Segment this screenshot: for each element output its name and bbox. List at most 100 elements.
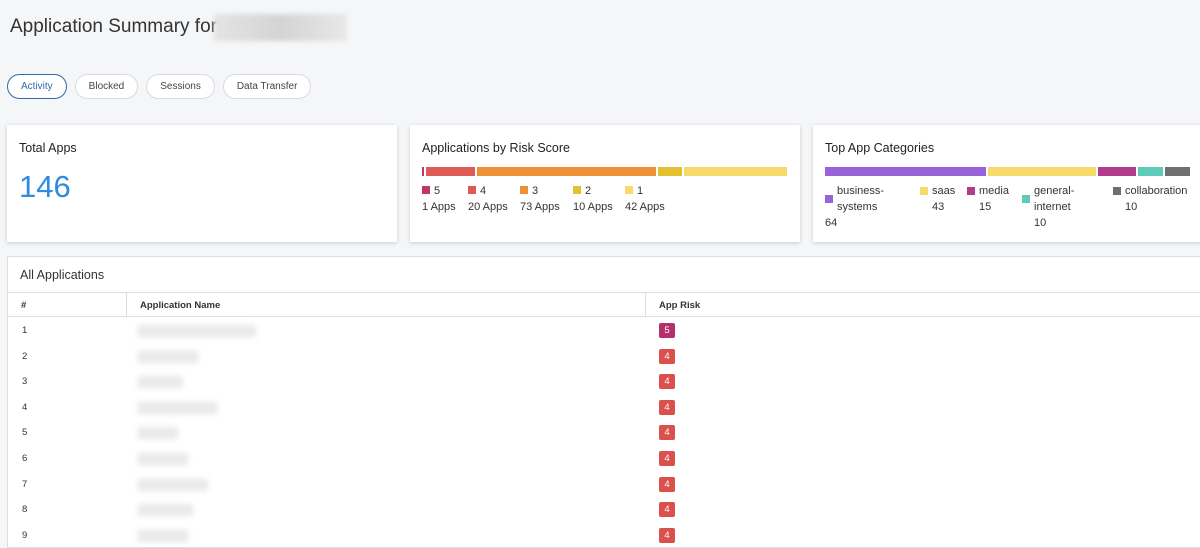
applications-table: All Applications # Application Name App Ri… [7,256,1200,548]
risk-badge: 4 [659,348,675,364]
column-header: # [8,292,126,317]
category-count: 15 [979,201,992,213]
legend-item: 5 1 Apps [422,183,456,215]
legend-swatch [468,186,476,194]
legend-text: business-systems 64 [825,183,885,231]
category-count: 10 [1034,217,1047,229]
card-title: Top App Categories [825,141,935,155]
legend-swatch [625,186,633,194]
legend-item: saas 43 [920,183,972,215]
app-count: 1 Apps [422,201,456,213]
risk-segment [477,167,656,176]
legend-key: 1 [625,183,665,199]
redacted-name [214,14,347,41]
page-title: Application Summary for [10,16,217,37]
tab[interactable]: Data Transfer [222,74,312,99]
category-card: Top App Categories business-systems 64 saa… [813,125,1200,242]
risk-badge: 4 [659,399,675,415]
risk-segment [422,167,425,176]
row-index: 9 [22,529,28,541]
risk-segment [657,167,683,176]
category-segment [987,167,1097,176]
legend-item: general-internet 10 [1022,183,1094,231]
legend-item: business-systems 64 [825,183,897,231]
card-title: Total Apps [19,141,77,155]
category-segment [1098,167,1136,176]
legend-swatch [422,186,430,194]
row-index: 8 [22,504,28,516]
legend-text: collaboration 10 [1125,183,1200,215]
legend-item: 2 10 Apps [573,183,613,215]
risk-badge: 4 [659,502,675,518]
risk-badge: 4 [659,451,675,466]
risk-score: 4 [480,185,487,197]
tab[interactable]: Blocked [74,74,139,99]
category-name: saas [932,185,956,197]
category-count: 64 [825,217,838,229]
category-segment [1164,167,1191,176]
category-name: collaboration [1125,185,1188,197]
legend-item: collaboration 10 [1113,183,1200,215]
app-name-redacted [138,504,193,517]
app-name-redacted [138,453,188,465]
app-name-redacted [138,350,198,363]
row-index: 1 [22,325,28,336]
category-segment [825,167,986,176]
tab[interactable]: Sessions [146,74,215,99]
app-count: 20 Apps [468,201,508,213]
legend-item: media 15 [967,183,1029,215]
risk-badge: 4 [659,476,675,492]
risk-badge: 5 [659,323,675,338]
app-name-redacted [138,529,188,542]
column-header: App Risk [645,292,1200,317]
legend-item: 3 73 Apps [520,183,560,215]
row-index: 6 [22,453,28,464]
table-title: All Applications [20,268,105,282]
app-name-redacted [138,427,178,440]
risk-badge: 4 [659,527,675,543]
row-index: 5 [22,427,28,439]
risk-bar [422,167,787,176]
app-name-redacted [138,325,256,337]
risk-segment [426,167,476,176]
legend-swatch [825,195,833,203]
category-name: media [979,185,1009,197]
card-title: Applications by Risk Score [422,141,570,155]
legend-key: 5 [422,183,456,199]
category-segment [1137,167,1163,176]
legend-text: general-internet 10 [1034,183,1094,231]
category-bar [825,167,1191,176]
risk-badge: 4 [659,374,675,390]
legend-swatch [573,186,581,194]
risk-badge: 4 [659,425,675,441]
legend-item: 1 42 Apps [625,183,665,215]
legend-text: saas 43 [932,183,972,215]
row-index: 2 [22,350,28,362]
legend-swatch [920,187,928,195]
app-count: 10 Apps [573,201,613,213]
category-name: general-internet [1034,185,1075,213]
column-header: Application Name [126,292,645,317]
risk-segment [684,167,787,176]
risk-card: Applications by Risk Score 5 1 Apps 4 20 Ap… [410,125,800,242]
legend-swatch [967,187,975,195]
legend-text: media 15 [979,183,1029,215]
app-name-redacted [138,376,183,389]
legend-swatch [1113,187,1121,195]
legend-swatch [1022,195,1030,203]
category-count: 43 [932,201,945,213]
total-apps-card: Total Apps 146 [7,125,397,242]
legend-key: 3 [520,183,560,199]
legend-key: 2 [573,183,613,199]
tab[interactable]: Activity [7,74,67,99]
legend-key: 4 [468,183,508,199]
app-name-redacted [138,401,218,414]
tab-bar: Activity Blocked Sessions Data Transfer [7,74,312,99]
legend-swatch [520,186,528,194]
total-value: 146 [19,169,71,204]
risk-score: 3 [532,185,539,197]
app-name-redacted [138,478,208,491]
row-index: 7 [22,478,28,490]
